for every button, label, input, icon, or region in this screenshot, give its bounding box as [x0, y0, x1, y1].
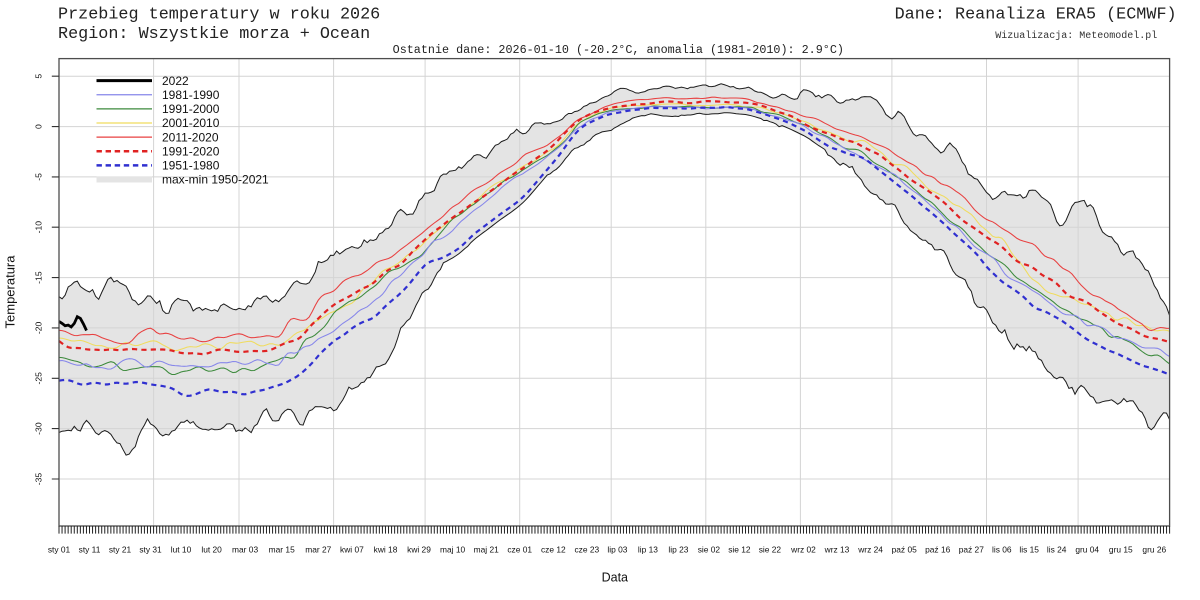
svg-text:Temperatura: Temperatura	[3, 255, 18, 329]
svg-text:lip 23: lip 23	[668, 545, 688, 555]
svg-text:mar 03: mar 03	[232, 545, 258, 555]
svg-text:gru 26: gru 26	[1142, 545, 1166, 555]
svg-text:cze 12: cze 12	[541, 545, 566, 555]
svg-text:Wizualizacja: Meteomodel.pl: Wizualizacja: Meteomodel.pl	[995, 30, 1157, 42]
svg-text:kwi 29: kwi 29	[407, 545, 431, 555]
svg-text:Przebieg temperatury w roku 20: Przebieg temperatury w roku 2026	[58, 6, 380, 25]
svg-text:-20: -20	[34, 321, 44, 334]
svg-text:gru 04: gru 04	[1075, 545, 1099, 555]
svg-text:sty 01: sty 01	[48, 545, 71, 555]
svg-text:cze 01: cze 01	[507, 545, 532, 555]
svg-text:max-min 1950-2021: max-min 1950-2021	[162, 173, 269, 187]
svg-text:0: 0	[34, 124, 44, 129]
svg-text:cze 23: cze 23	[574, 545, 599, 555]
svg-text:maj 10: maj 10	[440, 545, 465, 555]
svg-text:1991-2020: 1991-2020	[162, 144, 220, 158]
svg-text:lut 20: lut 20	[201, 545, 222, 555]
svg-text:gru 15: gru 15	[1109, 545, 1133, 555]
svg-text:sie 02: sie 02	[698, 545, 721, 555]
svg-text:Ostatnie dane: 2026-01-10 (-20: Ostatnie dane: 2026-01-10 (-20.2°C, anom…	[393, 43, 844, 57]
svg-text:sty 21: sty 21	[109, 545, 132, 555]
svg-text:mar 15: mar 15	[269, 545, 295, 555]
svg-text:lis 15: lis 15	[1019, 545, 1039, 555]
svg-text:lip 13: lip 13	[638, 545, 658, 555]
svg-text:-30: -30	[34, 422, 44, 435]
svg-text:-15: -15	[34, 271, 44, 284]
svg-text:lis 24: lis 24	[1047, 545, 1067, 555]
svg-text:Dane: Reanaliza ERA5 (ECMWF): Dane: Reanaliza ERA5 (ECMWF)	[895, 6, 1177, 25]
svg-text:maj 21: maj 21	[474, 545, 499, 555]
svg-text:2001-2010: 2001-2010	[162, 116, 220, 130]
svg-text:2011-2020: 2011-2020	[162, 130, 219, 144]
svg-text:lip 03: lip 03	[607, 545, 627, 555]
svg-text:wrz 02: wrz 02	[790, 545, 816, 555]
svg-text:kwi 18: kwi 18	[374, 545, 398, 555]
svg-text:5: 5	[34, 74, 44, 79]
svg-text:sty 11: sty 11	[79, 545, 101, 555]
svg-text:-10: -10	[34, 221, 44, 234]
svg-text:wrz 13: wrz 13	[824, 545, 850, 555]
svg-text:-25: -25	[34, 372, 44, 385]
svg-text:kwi 07: kwi 07	[340, 545, 364, 555]
svg-text:paź 05: paź 05	[892, 545, 917, 555]
svg-text:sie 22: sie 22	[759, 545, 782, 555]
svg-text:2022: 2022	[162, 74, 189, 88]
svg-text:lut 10: lut 10	[171, 545, 192, 555]
svg-text:-35: -35	[34, 473, 44, 486]
svg-text:Data: Data	[602, 571, 628, 585]
svg-text:-5: -5	[34, 173, 44, 181]
svg-text:1951-1980: 1951-1980	[162, 159, 220, 173]
svg-text:1981-1990: 1981-1990	[162, 88, 220, 102]
svg-text:1991-2000: 1991-2000	[162, 102, 220, 116]
svg-text:Region: Wszystkie morza + Ocea: Region: Wszystkie morza + Ocean	[58, 25, 370, 44]
svg-text:lis 06: lis 06	[992, 545, 1012, 555]
svg-text:sie 12: sie 12	[728, 545, 751, 555]
svg-text:sty 31: sty 31	[139, 545, 162, 555]
svg-text:mar 27: mar 27	[305, 545, 331, 555]
svg-text:paź 16: paź 16	[925, 545, 950, 555]
svg-text:paź 27: paź 27	[959, 545, 984, 555]
svg-text:wrz 24: wrz 24	[857, 545, 883, 555]
